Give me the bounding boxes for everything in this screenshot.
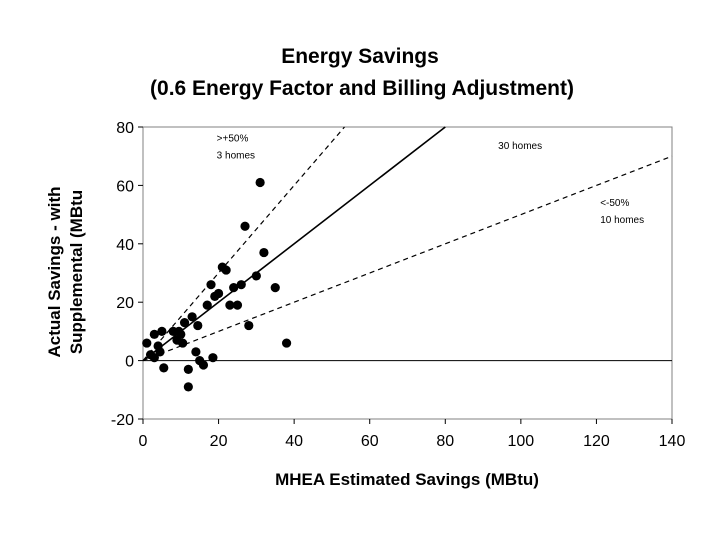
y-axis-ticks: -20 0 20 40 60 80 [111, 120, 143, 429]
data-point [229, 283, 239, 293]
data-point [221, 265, 231, 275]
x-tick-label: 100 [508, 433, 535, 450]
reference-line-one-to-one [142, 126, 446, 362]
data-point [213, 288, 224, 299]
y-tick-label: 60 [116, 178, 134, 195]
x-tick-label: 60 [361, 433, 379, 450]
y-tick-label: 80 [116, 120, 134, 137]
data-point [251, 271, 261, 281]
data-point [191, 347, 201, 357]
x-tick-label: 20 [210, 433, 228, 450]
data-point [149, 353, 159, 363]
annotations: >+50% 3 homes 30 homes <-50% 10 homes [217, 134, 644, 226]
annotation-text: <-50% [600, 198, 629, 209]
data-points [142, 177, 292, 392]
x-tick-label: 140 [659, 433, 686, 450]
plot-area: >+50% 3 homes 30 homes <-50% 10 homes [142, 126, 673, 420]
data-point [259, 247, 269, 258]
reference-line-minus-50-percent [142, 155, 673, 362]
y-tick-label: 20 [116, 295, 134, 312]
reference-lines [142, 126, 673, 362]
data-point [202, 300, 212, 310]
x-tick-label: 0 [139, 433, 148, 450]
y-tick-label: 0 [125, 354, 134, 371]
data-point [183, 364, 193, 374]
annotation-text: 30 homes [498, 141, 542, 152]
y-tick-label: 40 [116, 237, 134, 254]
annotation-text: 3 homes [217, 151, 255, 162]
y-axis-title-line-1: Actual Savings - with [45, 187, 64, 358]
y-axis-title-line-2: Supplemental (MBtu [67, 190, 86, 354]
chart-title: Energy Savings [281, 45, 439, 68]
data-point [149, 329, 159, 339]
data-point [178, 338, 188, 348]
data-point [240, 221, 250, 231]
annotation-text: >+50% [217, 134, 249, 145]
x-axis-title: MHEA Estimated Savings (MBtu) [275, 470, 539, 489]
y-axis-title: Actual Savings - with Supplemental (MBtu [45, 187, 86, 358]
data-point [236, 280, 246, 290]
data-point [255, 177, 265, 188]
data-point [244, 320, 254, 331]
data-point [270, 283, 280, 293]
chart-subtitle: (0.6 Energy Factor and Billing Adjustmen… [150, 77, 574, 100]
data-point [155, 347, 165, 357]
reference-line-plus-50-percent [142, 126, 345, 361]
data-point [142, 338, 152, 348]
data-point [187, 312, 197, 322]
data-point [176, 329, 186, 339]
data-point [206, 280, 216, 290]
plot-frame [142, 126, 673, 420]
x-tick-label: 80 [436, 433, 454, 450]
data-point [281, 338, 292, 348]
data-point [157, 326, 167, 336]
x-tick-label: 40 [285, 433, 303, 450]
annotation-text: 10 homes [600, 215, 644, 226]
x-tick-label: 120 [583, 433, 610, 450]
x-axis-ticks: 0 20 40 60 80 100 120 140 [139, 419, 686, 450]
data-point [208, 353, 218, 363]
data-point [232, 300, 243, 310]
data-point [159, 363, 169, 373]
data-point [179, 318, 190, 328]
data-point [183, 382, 193, 392]
data-point [198, 360, 209, 370]
y-tick-label: -20 [111, 412, 134, 429]
data-point [225, 300, 235, 310]
data-point [193, 320, 203, 331]
